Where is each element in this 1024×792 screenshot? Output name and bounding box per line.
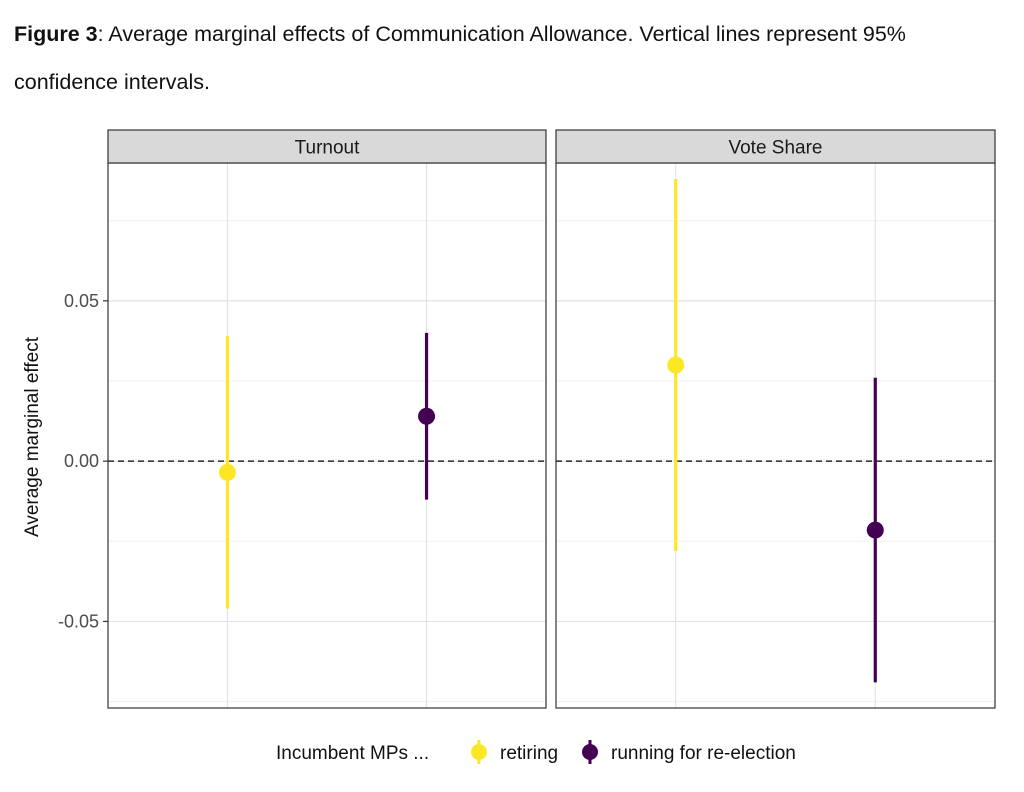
facet-panel-1: Vote Share bbox=[555, 129, 996, 709]
y-tick-label: 0.05 bbox=[64, 291, 99, 311]
facet-title: Turnout bbox=[295, 138, 360, 159]
point-estimate bbox=[418, 407, 436, 425]
point-estimate bbox=[866, 521, 884, 539]
facet-panels: Turnout Vote Share bbox=[107, 129, 996, 709]
point-estimate bbox=[667, 356, 685, 374]
y-axis: -0.05 0.00 0.05 bbox=[58, 291, 108, 631]
legend: Incumbent MPs ... retiring running for re-… bbox=[276, 740, 796, 764]
panel-background bbox=[108, 163, 546, 708]
legend-label: running for re-election bbox=[611, 743, 796, 764]
facet-strip bbox=[555, 129, 996, 164]
legend-title: Incumbent MPs ... bbox=[276, 743, 429, 764]
y-axis-title: Average marginal effect bbox=[22, 336, 43, 537]
point-estimate bbox=[218, 463, 236, 481]
panel-background bbox=[556, 163, 995, 708]
facet-strip bbox=[107, 129, 547, 164]
y-tick-label: 0.00 bbox=[64, 451, 99, 471]
y-tick-label: -0.05 bbox=[58, 611, 99, 631]
legend-key-point bbox=[471, 744, 487, 760]
facet-panel-0: Turnout bbox=[107, 129, 547, 709]
figure-label: Figure 3 bbox=[14, 22, 98, 46]
figure-caption-text: : Average marginal effects of Communicat… bbox=[14, 22, 906, 94]
legend-key-point bbox=[582, 744, 598, 760]
legend-label: retiring bbox=[500, 743, 558, 764]
facet-title: Vote Share bbox=[728, 138, 822, 159]
figure-caption: Figure 3: Average marginal effects of Co… bbox=[14, 10, 1004, 106]
